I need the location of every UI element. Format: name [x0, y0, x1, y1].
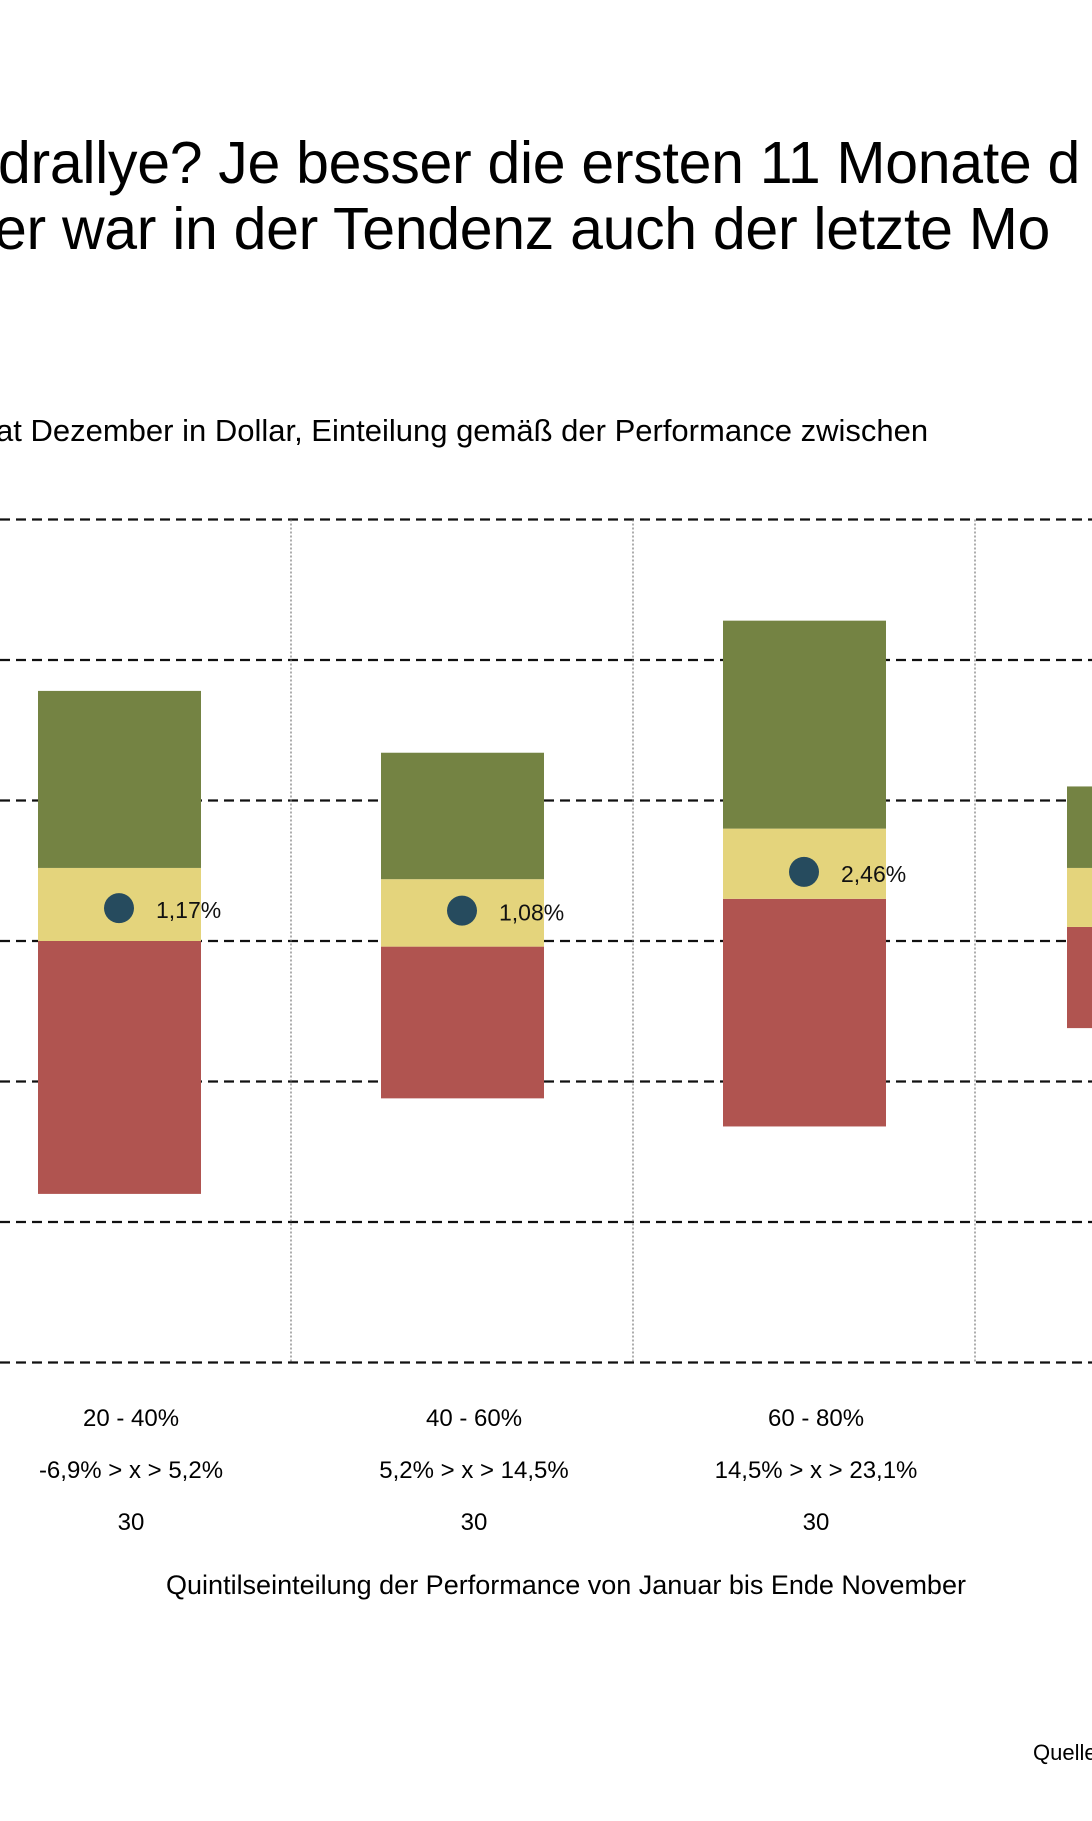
category-count-label: 30 [803, 1509, 830, 1536]
median-dot [104, 893, 134, 924]
median-dot [447, 895, 477, 926]
bar-segment-green [38, 690, 201, 868]
bars [38, 620, 1092, 1194]
category-quintile-label: 40 - 60% [426, 1405, 522, 1432]
bar-segment-red [1067, 926, 1092, 1029]
chart-subtitle: at Dezember in Dollar, Einteilung gemäß … [0, 413, 929, 448]
median-label: 2,46% [841, 861, 906, 887]
bar-segment-red [723, 898, 886, 1127]
median-label: 1,08% [499, 900, 564, 926]
category-range-label: 14,5% > x > 23,1% [715, 1457, 918, 1484]
chart-title-line-1: drallye? Je besser die ersten 11 Monate … [0, 130, 1081, 196]
category-quintile-label: 60 - 80% [768, 1405, 864, 1432]
category-dividers [290, 519, 976, 1363]
category-labels: 20 - 40% -6,9% > x > 5,2% 30 40 - 60% 5,2% >… [39, 1405, 917, 1536]
median-label: 1,17% [156, 897, 221, 923]
x-axis-title: Quintilseinteilung der Performance von J… [166, 1570, 966, 1600]
bar-segment-yellow [1067, 867, 1092, 927]
source-label: Quelle [1033, 1740, 1092, 1765]
category-range-label: 5,2% > x > 14,5% [379, 1457, 568, 1484]
category-count-label: 30 [118, 1509, 145, 1536]
median-markers: 1,17% 1,08% 2,46% [104, 856, 906, 926]
bar-segment-green [723, 620, 886, 829]
bar-segment-green [1067, 786, 1092, 868]
category-range-label: -6,9% > x > 5,2% [39, 1457, 223, 1484]
category-count-label: 30 [461, 1509, 488, 1536]
chart-title-line-2: er war in der Tendenz auch der letzte Mo [0, 196, 1051, 262]
bar-segment-red [38, 941, 201, 1194]
median-dot [789, 856, 819, 887]
bar-segment-red [381, 946, 544, 1099]
bar-segment-green [381, 752, 544, 880]
category-quintile-label: 20 - 40% [83, 1405, 179, 1432]
